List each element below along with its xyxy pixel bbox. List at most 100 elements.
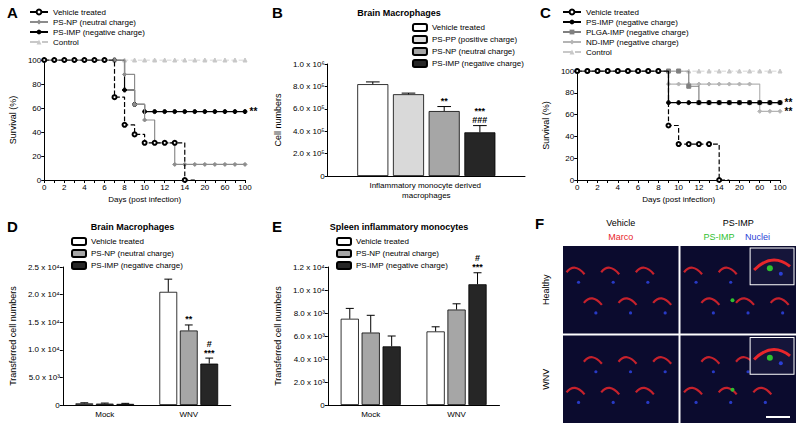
svg-text:PS-IMP (negative charge): PS-IMP (negative charge) — [586, 18, 678, 27]
svg-text:100: 100 — [28, 56, 42, 65]
svg-text:Mock: Mock — [95, 410, 115, 419]
svg-text:PS-NP (neutral charge): PS-NP (neutral charge) — [356, 249, 439, 258]
svg-text:4.0 x 10⁵: 4.0 x 10⁵ — [293, 127, 325, 136]
svg-text:WNV: WNV — [447, 410, 466, 419]
svg-text:**: ** — [441, 96, 449, 106]
svg-text:PS-NP (neutral charge): PS-NP (neutral charge) — [53, 18, 136, 27]
svg-text:6.0 x 10³: 6.0 x 10³ — [294, 332, 325, 341]
svg-text:**: ** — [185, 314, 193, 324]
svg-text:100: 100 — [561, 67, 575, 76]
svg-text:2: 2 — [595, 183, 600, 192]
svg-text:PS-PP (positive charge): PS-PP (positive charge) — [432, 35, 518, 44]
svg-text:6.0 x 10⁵: 6.0 x 10⁵ — [293, 104, 325, 113]
svg-text:2: 2 — [62, 183, 67, 192]
svg-text:**: ** — [785, 97, 793, 108]
svg-text:Survival (%): Survival (%) — [8, 96, 18, 145]
svg-text:F: F — [535, 215, 544, 232]
svg-text:Vehicle treated: Vehicle treated — [432, 23, 485, 32]
svg-text:Nuclei: Nuclei — [745, 232, 770, 242]
svg-text:4.0 x 10³: 4.0 x 10³ — [294, 355, 325, 364]
svg-text:Vehicle treated: Vehicle treated — [356, 237, 409, 246]
svg-text:Days (post infection): Days (post infection) — [642, 195, 715, 204]
svg-text:8: 8 — [122, 183, 127, 192]
svg-text:6: 6 — [636, 183, 641, 192]
svg-text:C: C — [540, 4, 551, 21]
svg-text:60: 60 — [755, 183, 764, 192]
svg-text:4: 4 — [616, 183, 621, 192]
svg-text:Days (post infection): Days (post infection) — [108, 195, 181, 204]
svg-text:80: 80 — [565, 88, 574, 97]
svg-text:***: *** — [204, 348, 215, 358]
svg-text:Brain Macrophages: Brain Macrophages — [357, 8, 441, 18]
svg-text:8.0 x 10³: 8.0 x 10³ — [294, 309, 325, 318]
svg-text:Inflammatory monocyte derived: Inflammatory monocyte derived — [369, 181, 483, 190]
svg-text:**: ** — [250, 106, 258, 117]
svg-text:Cell numbers: Cell numbers — [273, 93, 283, 147]
svg-text:Vehicle: Vehicle — [606, 218, 635, 228]
svg-text:1.5 x 10⁴: 1.5 x 10⁴ — [28, 318, 60, 327]
svg-text:WNV: WNV — [541, 369, 551, 390]
svg-text:5.0 x 10³: 5.0 x 10³ — [29, 373, 60, 382]
svg-text:Spleen inflammatory monocytes: Spleen inflammatory monocytes — [330, 222, 469, 232]
svg-text:###: ### — [472, 115, 487, 125]
svg-text:Brain Macrophages: Brain Macrophages — [91, 222, 175, 232]
svg-text:80: 80 — [32, 80, 41, 89]
svg-text:A: A — [7, 4, 18, 21]
svg-text:60: 60 — [565, 110, 574, 119]
svg-text:60: 60 — [220, 183, 229, 192]
svg-text:0: 0 — [320, 172, 325, 181]
svg-text:Survival (%): Survival (%) — [541, 101, 551, 150]
svg-text:20: 20 — [735, 183, 744, 192]
svg-text:E: E — [272, 218, 282, 235]
svg-text:40: 40 — [565, 132, 574, 141]
svg-text:0: 0 — [320, 401, 325, 410]
svg-text:0: 0 — [55, 401, 60, 410]
svg-text:10: 10 — [140, 183, 149, 192]
svg-text:PS-IMP: PS-IMP — [723, 218, 754, 228]
svg-text:12: 12 — [694, 183, 703, 192]
svg-text:Transferred cell numbers: Transferred cell numbers — [273, 286, 283, 386]
svg-text:20: 20 — [32, 152, 41, 161]
svg-text:8: 8 — [656, 183, 661, 192]
svg-text:B: B — [272, 4, 283, 21]
svg-text:2.0 x 10⁴: 2.0 x 10⁴ — [28, 290, 60, 299]
svg-text:Control: Control — [53, 38, 79, 47]
svg-text:2.0 x 10⁵: 2.0 x 10⁵ — [293, 149, 325, 158]
svg-text:D: D — [7, 218, 18, 235]
svg-text:Mock: Mock — [361, 410, 381, 419]
svg-text:2.5 x 10⁴: 2.5 x 10⁴ — [28, 263, 60, 272]
svg-text:Vehicle treated: Vehicle treated — [53, 8, 106, 17]
svg-text:Vehicle treated: Vehicle treated — [91, 237, 144, 246]
svg-text:PS-IMP: PS-IMP — [703, 232, 734, 242]
svg-text:***: *** — [472, 262, 483, 272]
svg-text:PLGA-IMP (negative charge): PLGA-IMP (negative charge) — [586, 28, 689, 37]
svg-text:20: 20 — [200, 183, 209, 192]
svg-text:4: 4 — [82, 183, 87, 192]
svg-text:Control: Control — [586, 48, 612, 57]
svg-text:2.0 x 10³: 2.0 x 10³ — [294, 378, 325, 387]
svg-text:macrophages: macrophages — [402, 191, 450, 200]
svg-text:Healthy: Healthy — [541, 274, 551, 305]
svg-text:PS-NP (neutral charge): PS-NP (neutral charge) — [432, 47, 515, 56]
svg-text:WNV: WNV — [179, 410, 198, 419]
svg-text:Transferred cell numbers: Transferred cell numbers — [8, 286, 18, 386]
svg-text:100: 100 — [773, 183, 787, 192]
svg-text:PS-NP (neutral charge): PS-NP (neutral charge) — [91, 249, 174, 258]
svg-text:PS-IMP (negative charge): PS-IMP (negative charge) — [356, 261, 448, 270]
svg-text:14: 14 — [715, 183, 724, 192]
svg-text:PS-IMP (negative charge): PS-IMP (negative charge) — [91, 261, 183, 270]
svg-text:PS-IMP (negative charge): PS-IMP (negative charge) — [432, 59, 524, 68]
svg-text:1.0 x 10⁴: 1.0 x 10⁴ — [293, 286, 325, 295]
svg-text:1.0 x 10⁴: 1.0 x 10⁴ — [28, 345, 60, 354]
svg-text:40: 40 — [32, 128, 41, 137]
svg-text:14: 14 — [180, 183, 189, 192]
svg-text:PS-IMP (negative charge): PS-IMP (negative charge) — [53, 28, 145, 37]
svg-text:Marco: Marco — [608, 232, 633, 242]
svg-text:10: 10 — [674, 183, 683, 192]
svg-text:6: 6 — [102, 183, 107, 192]
svg-text:0: 0 — [42, 183, 47, 192]
svg-text:12: 12 — [160, 183, 169, 192]
svg-text:ND-IMP (negative charge): ND-IMP (negative charge) — [586, 38, 679, 47]
svg-text:8.0 x 10⁵: 8.0 x 10⁵ — [293, 82, 325, 91]
svg-text:100: 100 — [238, 183, 252, 192]
